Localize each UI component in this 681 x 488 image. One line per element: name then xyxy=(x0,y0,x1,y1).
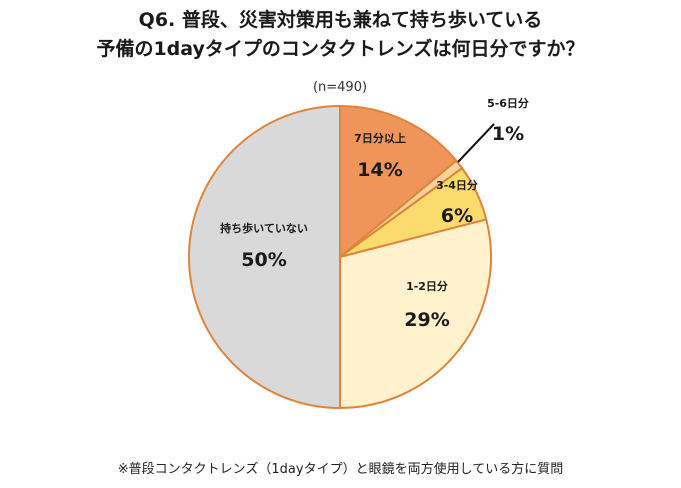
slice-label-3: 3-4日分 xyxy=(436,178,478,192)
slice-value-3: 6% xyxy=(441,205,473,227)
slice-label-2: 5-6日分 xyxy=(487,96,529,110)
sample-size-label: (n=490) xyxy=(312,80,368,95)
slice-label-1: 7日分以上 xyxy=(354,131,406,145)
slice-label-4: 1-2日分 xyxy=(406,279,448,293)
chart-title-line2: 予備の1dayタイプのコンタクトレンズは何日分ですか？ xyxy=(96,38,585,60)
pie-slice-4 xyxy=(339,218,492,409)
slice-value-2: 1% xyxy=(492,123,524,145)
pie-slice-1 xyxy=(339,105,458,258)
slice-value-1: 14% xyxy=(357,159,402,181)
chart-title-line1: Q6. 普段、災害対策用も兼ねて持ち歩いている xyxy=(138,9,543,31)
slice-value-5: 50% xyxy=(241,249,286,271)
footnote: ※普段コンタクトレンズ（1dayタイプ）と眼鏡を両方使用している方に質問 xyxy=(117,462,564,477)
slice-label-5: 持ち歩いていない xyxy=(220,221,308,235)
chart-title: Q6. 普段、災害対策用も兼ねて持ち歩いている 予備の1dayタイプのコンタクト… xyxy=(0,6,681,64)
slice-value-4: 29% xyxy=(404,309,449,331)
pie-slice-5 xyxy=(188,105,341,409)
leader-line xyxy=(457,123,495,163)
